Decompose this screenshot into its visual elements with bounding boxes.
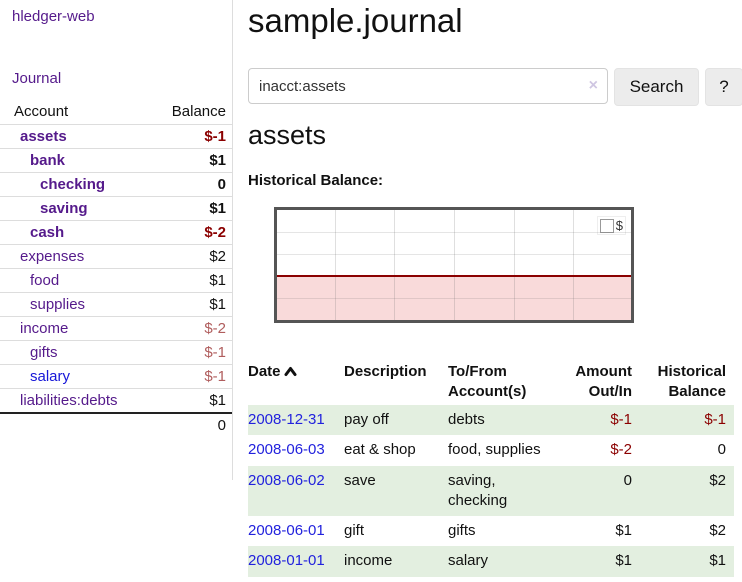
register-row: 2008-06-03 eat & shop food, supplies $-2… [248, 435, 734, 465]
account-balance: $-1 [204, 344, 226, 361]
transaction-accounts: debts [448, 411, 485, 428]
transaction-amount: $1 [615, 522, 632, 539]
account-row-bank: bank $1 [0, 148, 232, 173]
register-row: 2008-06-02 save saving, checking 0 $2 [248, 465, 734, 516]
account-balance: $-2 [204, 224, 226, 241]
account-balance: $2 [209, 248, 226, 265]
account-link-assets[interactable]: assets [20, 128, 67, 145]
account-row-salary: salary $-1 [0, 364, 232, 389]
account-heading: assets [248, 120, 327, 150]
transaction-amount: $1 [615, 552, 632, 570]
account-link-cash[interactable]: cash [30, 224, 65, 241]
transaction-accounts: saving, checking [448, 471, 508, 509]
transaction-amount: $-2 [610, 441, 632, 459]
account-link-checking[interactable]: checking [40, 176, 106, 193]
account-link-income[interactable]: income [20, 320, 69, 337]
account-row-supplies: supplies $1 [0, 292, 232, 317]
accounts-total-value: 0 [217, 417, 226, 434]
transaction-accounts: food, supplies [448, 441, 541, 459]
account-row-liabilities-debts: liabilities:debts $1 [0, 388, 232, 414]
account-row-income: income $-2 [0, 316, 232, 341]
account-balance: $1 [209, 296, 226, 313]
transaction-balance: $1 [709, 552, 726, 570]
account-link-food[interactable]: food [30, 272, 60, 289]
transaction-date-link[interactable]: 2008-06-02 [248, 471, 325, 489]
account-balance: $1 [209, 152, 226, 169]
transaction-balance: 0 [717, 441, 726, 459]
register-header-description: Description [344, 363, 427, 380]
page-title: sample.journal [248, 2, 463, 39]
account-row-cash: cash $-2 [0, 220, 232, 245]
register-table: Date Description To/From Account(s) Amou… [248, 358, 734, 577]
clear-search-icon[interactable]: × [588, 77, 598, 94]
sidebar: hledger-web Journal Account Balance asse… [0, 0, 233, 480]
register-header-row: Date Description To/From Account(s) Amou… [248, 358, 734, 405]
transaction-accounts: salary [448, 552, 489, 570]
account-row-checking: checking 0 [0, 172, 232, 197]
chart-legend: $ [596, 216, 626, 235]
sidebar-item-journal[interactable]: Journal [12, 70, 62, 87]
account-balance: $-1 [204, 128, 226, 145]
account-link-gifts[interactable]: gifts [30, 344, 58, 361]
account-link-expenses[interactable]: expenses [20, 248, 85, 265]
transaction-date-link[interactable]: 2008-06-03 [248, 441, 325, 459]
account-link-supplies[interactable]: supplies [30, 296, 86, 313]
sort-ascending-icon [284, 367, 297, 376]
accounts-total-row: 0 [0, 413, 232, 437]
account-balance: $-1 [204, 368, 226, 385]
account-balance: $-2 [204, 320, 226, 337]
transaction-description: income [344, 552, 393, 570]
legend-label: $ [615, 218, 623, 233]
register-header-accounts: To/From Account(s) [448, 363, 527, 400]
register-row: 2008-06-01 gift gifts $1 $2 [248, 516, 734, 546]
search-button[interactable]: Search [614, 68, 699, 106]
account-link-liabilities-debts[interactable]: liabilities:debts [20, 392, 118, 409]
account-balance: $1 [209, 392, 226, 409]
account-balance: $1 [209, 272, 226, 289]
search-form: × Search ? [248, 68, 742, 106]
account-row-saving: saving $1 [0, 196, 232, 221]
register-header-amount: Amount Out/In [575, 363, 632, 400]
chart: $ [248, 200, 668, 350]
transaction-accounts: gifts [448, 522, 476, 539]
main-content: sample.journal × Search ? assets Histori… [248, 0, 742, 582]
transaction-balance: $-1 [704, 411, 726, 428]
chart-plot: $ [274, 207, 634, 323]
chart-title: Historical Balance: [248, 172, 384, 189]
legend-swatch [599, 218, 614, 233]
account-row-expenses: expenses $2 [0, 244, 232, 269]
register-row: 2008-01-01 income salary $1 $1 [248, 546, 734, 577]
search-input[interactable] [248, 68, 608, 104]
transaction-amount: 0 [623, 471, 632, 489]
account-row-gifts: gifts $-1 [0, 340, 232, 365]
transaction-date-link[interactable]: 2008-12-31 [248, 411, 325, 428]
date-header-label: Date [248, 363, 281, 380]
accounts-header-balance: Balance [171, 103, 226, 120]
account-link-salary[interactable]: salary [30, 368, 71, 385]
accounts-table: Account Balance assets $-1 bank $1 check… [0, 100, 232, 437]
account-row-food: food $1 [0, 268, 232, 293]
app-brand-link[interactable]: hledger-web [12, 8, 95, 25]
transaction-description: eat & shop [344, 441, 416, 459]
register-header-balance: Historical Balance [657, 363, 726, 400]
transaction-description: save [344, 471, 376, 489]
transaction-date-link[interactable]: 2008-01-01 [248, 552, 325, 570]
transaction-balance: $2 [709, 522, 726, 539]
account-balance: $1 [209, 200, 226, 217]
account-row-assets: assets $-1 [0, 124, 232, 149]
register-row: 2008-12-31 pay off debts $-1 $-1 [248, 405, 734, 436]
transaction-description: gift [344, 522, 365, 539]
account-link-bank[interactable]: bank [30, 152, 66, 169]
transaction-balance: $2 [709, 471, 726, 489]
accounts-header-row: Account Balance [0, 100, 232, 125]
transaction-amount: $-1 [610, 411, 632, 428]
transaction-description: pay off [344, 411, 389, 428]
account-balance: 0 [217, 176, 226, 193]
help-button[interactable]: ? [705, 68, 742, 106]
accounts-header-account: Account [14, 103, 69, 120]
transaction-date-link[interactable]: 2008-06-01 [248, 522, 325, 539]
account-link-saving[interactable]: saving [40, 200, 88, 217]
register-header-date[interactable]: Date [248, 358, 344, 405]
